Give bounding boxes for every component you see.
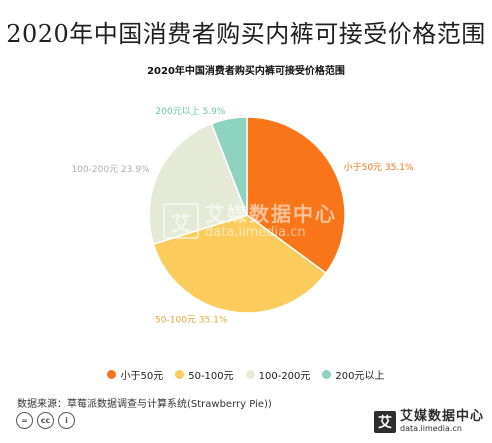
person-icon: i bbox=[58, 412, 75, 429]
legend-item[interactable]: 小于50元 bbox=[107, 367, 163, 382]
legend-item[interactable]: 50-100元 bbox=[175, 367, 234, 382]
slice-label: 200元以上 5.9% bbox=[156, 106, 226, 117]
cc-icon: cc bbox=[37, 412, 54, 429]
legend-item[interactable]: 100-200元 bbox=[245, 367, 311, 382]
pie-chart: 小于50元 35.1% 50-100元 35.1% 100-200元 23.9% 20… bbox=[71, 106, 414, 326]
pie-slice[interactable] bbox=[210, 116, 248, 216]
slice-label: 100-200元 23.9% bbox=[71, 165, 150, 175]
iimedia-logo-icon: 艾 bbox=[373, 410, 396, 433]
legend-marker bbox=[107, 370, 117, 379]
slice-label: 50-100元 35.1% bbox=[155, 316, 228, 326]
legend-label: 小于50元 bbox=[120, 371, 164, 382]
legend-label: 200元以上 bbox=[335, 371, 385, 382]
footer-url: data.iimedia.cn bbox=[399, 424, 462, 433]
pie-slice[interactable] bbox=[246, 116, 346, 275]
legend-label: 50-100元 bbox=[188, 371, 234, 382]
footer-brand: 艾媒数据中心 bbox=[399, 409, 484, 424]
slice-label: 小于50元 35.1% bbox=[344, 162, 414, 173]
chart-title: 2020年中国消费者购买内裤可接受价格范围 bbox=[147, 66, 345, 77]
footer-logo[interactable]: 艾 艾媒数据中心 data.iimedia.cn bbox=[373, 409, 484, 433]
chart-legend: 小于50元 50-100元 100-200元 200元以上 bbox=[0, 367, 492, 382]
page-title: 2020年中国消费者购买内裤可接受价格范围 bbox=[6, 20, 486, 48]
legend-marker bbox=[245, 370, 255, 379]
equals-icon: = bbox=[16, 412, 33, 429]
legend-marker bbox=[175, 370, 185, 379]
license-icons: = cc i bbox=[16, 412, 75, 429]
legend-label: 100-200元 bbox=[258, 371, 311, 382]
legend-item[interactable]: 200元以上 bbox=[322, 367, 385, 382]
pie-slice[interactable] bbox=[152, 214, 327, 314]
data-source: 数据来源：草莓派数据调查与计算系统(Strawberry Pie)) bbox=[17, 399, 272, 410]
legend-marker bbox=[322, 370, 332, 379]
